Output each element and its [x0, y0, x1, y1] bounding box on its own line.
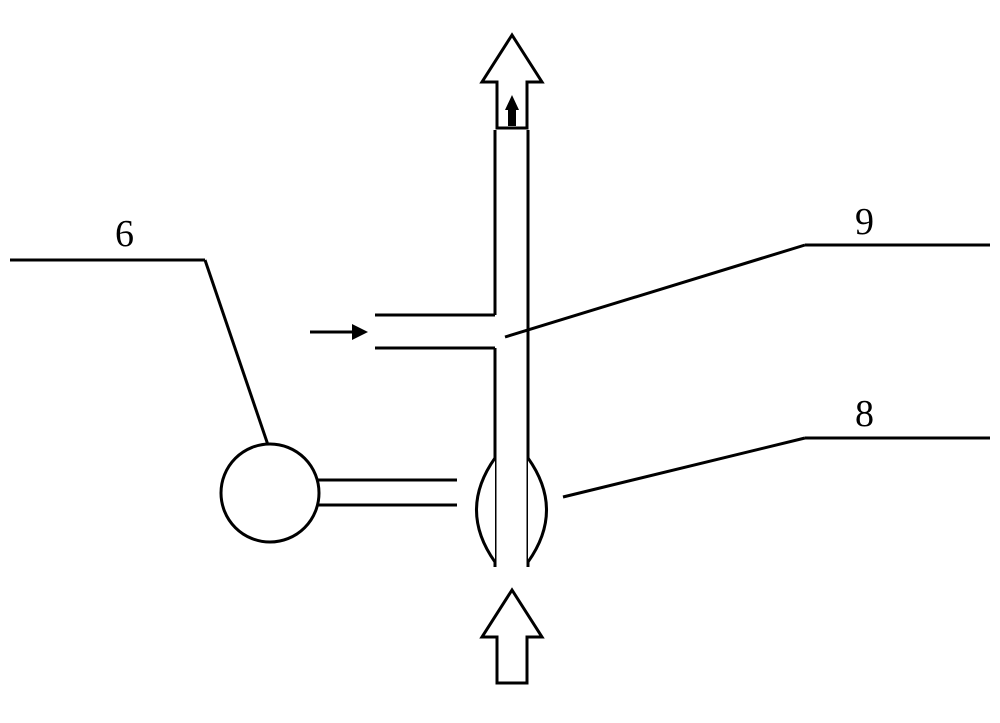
branch-pipe — [375, 315, 495, 348]
branch-arrow — [310, 324, 368, 340]
fan-left — [477, 458, 496, 562]
leader-line-6 — [10, 260, 268, 445]
top-arrow — [482, 35, 542, 128]
bottom-arrow — [482, 590, 542, 683]
label-9: 9 — [855, 200, 874, 244]
vertical-pipe — [495, 130, 528, 567]
circle-element-6 — [221, 444, 319, 542]
fan-right — [528, 458, 547, 562]
diagram-svg — [0, 0, 1000, 723]
leader-line-9 — [505, 245, 990, 337]
label-8: 8 — [855, 392, 874, 436]
leader-line-8 — [563, 438, 990, 497]
label-6: 6 — [115, 212, 134, 256]
connecting-shaft — [318, 480, 457, 505]
